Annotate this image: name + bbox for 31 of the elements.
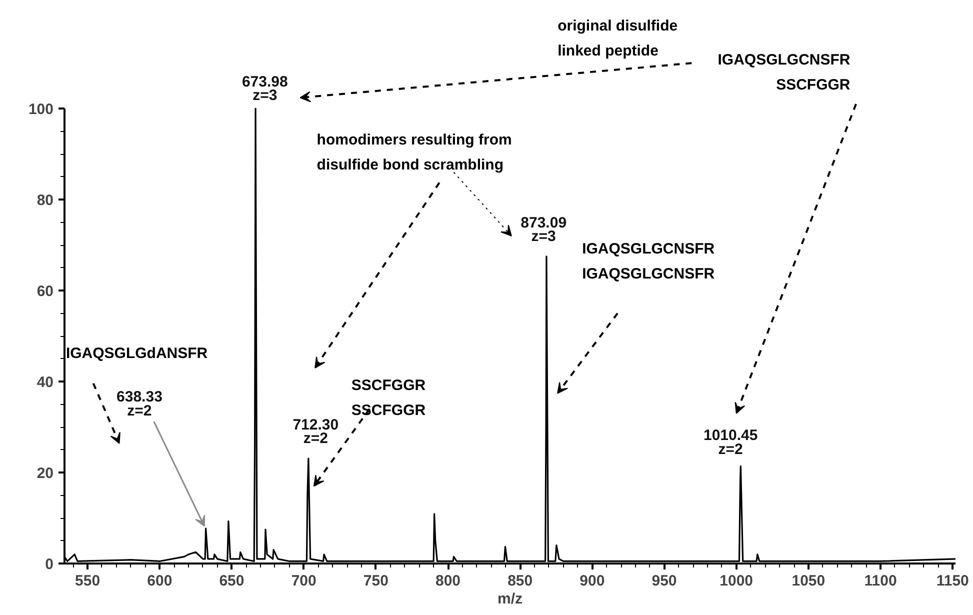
annotation: SSCFGGR SSCFGGR xyxy=(351,376,426,420)
x-tick-label: 1150 xyxy=(936,572,969,590)
x-tick-label: 950 xyxy=(652,572,677,590)
x-tick-label: 900 xyxy=(580,572,605,590)
y-tick-label: 60 xyxy=(36,283,54,300)
annotation: 1010.45 z=2 xyxy=(703,427,758,458)
annotation: 873.09 z=3 xyxy=(520,214,567,246)
x-tick-label: 850 xyxy=(508,572,533,590)
annotation: 712.30 z=2 xyxy=(292,416,339,448)
annotation: 673.98 z=3 xyxy=(242,73,288,104)
annotation: IGAQSGLGCNSFR IGAQSGLGCNSFR xyxy=(582,240,715,283)
y-tick-label: 0 xyxy=(45,556,54,573)
annotation: IGAQSGLGdANSFR xyxy=(66,345,208,362)
x-tick-label: 750 xyxy=(363,572,388,590)
annotation: 638.33 z=2 xyxy=(116,388,162,420)
y-tick-label: 20 xyxy=(36,465,54,482)
x-tick-label: 600 xyxy=(147,572,172,590)
x-tick-label: 1050 xyxy=(792,572,826,590)
annotation: homodimers resulting from disulfide bond scrambling xyxy=(316,131,512,174)
x-tick-label: 1100 xyxy=(864,572,897,590)
x-tick-label: 650 xyxy=(219,572,244,590)
x-tick-label: 1000 xyxy=(720,572,754,590)
x-tick-label: 700 xyxy=(291,572,316,590)
x-tick-label: 550 xyxy=(75,572,100,590)
y-tick-label: 40 xyxy=(36,374,54,392)
y-tick-label: 100 xyxy=(28,101,54,118)
text: IGAQSGLGCNSFR SSCFGGR xyxy=(718,52,850,94)
y-tick-label: 80 xyxy=(36,192,54,210)
x-tick-label: 800 xyxy=(435,572,461,590)
x-axis-title: m/z xyxy=(498,590,523,608)
text: original disulfide linked peptide xyxy=(558,18,678,60)
